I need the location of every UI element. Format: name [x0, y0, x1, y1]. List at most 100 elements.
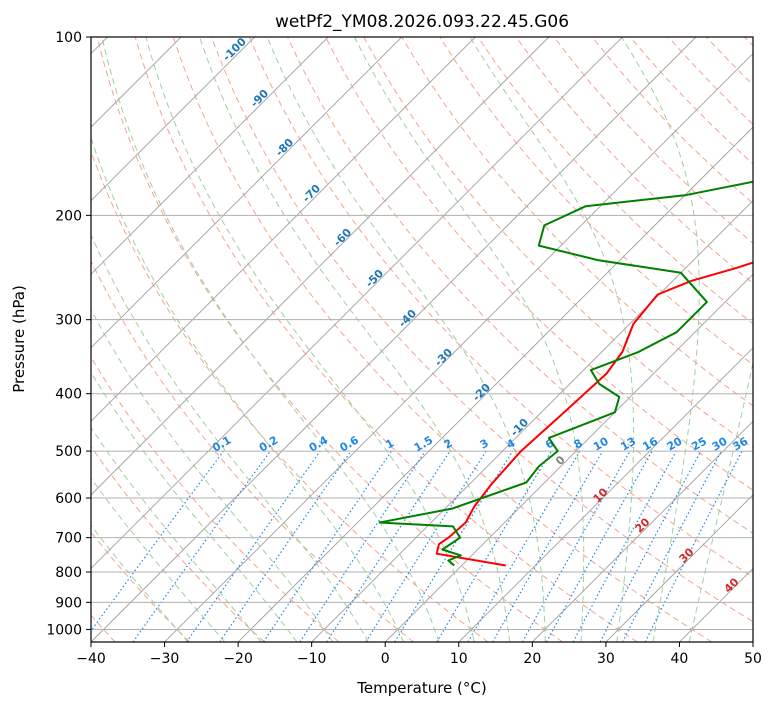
isotherm-label-cold: -70: [300, 182, 323, 205]
isotherm: [311, 199, 753, 642]
moist-adiabat: [91, 233, 369, 642]
moist-adiabat: [91, 524, 189, 642]
isotherm-label-cold: -60: [331, 226, 354, 249]
pressure-gridlines: [91, 37, 753, 630]
moist-adiabat: [91, 136, 405, 642]
moist-adiabat: [266, 37, 546, 642]
isotherm: [164, 52, 753, 642]
profile-series: [378, 180, 753, 567]
moist-adiabat: [199, 37, 511, 642]
dry-adiabat: [515, 37, 753, 284]
isopleth-labels: 0.1 0.2 0.4 0.6 1 1.5 2 3 4 6 8 10 13 16 20 25 30 36-100-…: [210, 37, 750, 596]
mixing-ratio-line: [91, 450, 224, 632]
x-tick-label: 20: [523, 651, 541, 667]
dry-adiabat: [744, 37, 753, 47]
x-tick-label: −20: [223, 651, 253, 667]
temperature-line: [435, 261, 753, 567]
moist-adiabat: [621, 37, 700, 642]
isotherm: [752, 641, 753, 642]
dry-adiabat: [705, 37, 753, 86]
dry-adiabat: [172, 37, 713, 642]
isotherm-label-warm: 40: [722, 575, 742, 595]
isotherm-label-cold: -50: [363, 267, 386, 290]
mixing-ratio-line: [394, 450, 514, 642]
isotherm-label-warm: 20: [633, 515, 653, 535]
mixing-ratio-line: [365, 450, 487, 642]
isotherm-label-cold: -40: [396, 307, 419, 330]
isotherm: [91, 37, 697, 642]
dry-adiabat: [91, 150, 489, 642]
x-axis-ticks: −40 −30 −20 −10 0 10 20 30 40 50: [76, 642, 762, 667]
isotherm: [91, 37, 550, 496]
y-tick-label: 400: [55, 387, 82, 403]
isotherm: [237, 126, 753, 642]
x-tick-label: −30: [150, 651, 180, 667]
isotherm: [91, 37, 623, 570]
isotherm-label-cold: -90: [248, 87, 271, 110]
dry-adiabat: [210, 37, 753, 623]
y-tick-label: 1000: [46, 622, 82, 638]
isotherm: [458, 347, 753, 642]
mixing-ratio-line: [132, 450, 271, 642]
mixing-ratio-line: [644, 450, 743, 642]
y-tick-label: 900: [55, 595, 82, 611]
background-lines: [91, 37, 753, 642]
mixing-ratio-line: [546, 450, 653, 642]
moist-adiabat: [91, 371, 298, 642]
dry-adiabat: [134, 37, 638, 642]
x-tick-label: −40: [76, 651, 106, 667]
y-tick-label: 800: [55, 565, 82, 581]
mixing-ratio-line: [326, 450, 451, 642]
y-tick-label: 300: [55, 313, 82, 329]
moist-adiabat: [469, 37, 635, 642]
dry-adiabat: [96, 37, 563, 642]
plot-frame: [90, 36, 754, 643]
dewpoint-line: [378, 180, 753, 567]
dry-adiabat: [91, 259, 414, 642]
isotherm: [91, 37, 476, 423]
moist-adiabat: [145, 37, 475, 642]
dry-adiabat: [325, 37, 753, 491]
isotherm-label-warm: 30: [677, 545, 697, 565]
isotherm: [531, 420, 753, 642]
isotherm-label-warm: 0: [553, 453, 568, 468]
dry-adiabat: [91, 531, 191, 642]
y-axis-label: Pressure (hPa): [10, 285, 28, 393]
mixing-ratio-line: [521, 450, 631, 642]
mixing-ratio-line: [262, 450, 392, 642]
x-tick-label: 50: [744, 651, 762, 667]
isotherm: [679, 567, 753, 642]
x-tick-label: 10: [450, 651, 468, 667]
isotherm-label-cold: -80: [273, 136, 296, 159]
y-axis-ticks: 100 200 300 400 500 600 700 800 900 1000: [46, 30, 91, 638]
chart-title: wetPf2_YM08.2026.093.22.45.G06: [275, 12, 569, 32]
y-tick-label: 200: [55, 208, 82, 224]
dry-adiabat: [91, 356, 340, 642]
x-tick-label: 40: [671, 651, 689, 667]
mixing-ratio-label: 2: [442, 437, 455, 452]
mixing-ratio-label: 3: [478, 437, 491, 452]
isotherm: [605, 494, 753, 642]
mixing-ratio-line: [186, 450, 321, 642]
x-tick-label: 30: [597, 651, 615, 667]
isotherm: [91, 37, 329, 275]
x-tick-label: −10: [297, 651, 327, 667]
isotherm-label-cold: -10: [508, 416, 531, 439]
isotherm-label-cold: -20: [470, 381, 493, 404]
moist-adiabat: [91, 426, 262, 642]
mixing-ratio-line: [219, 450, 352, 642]
isotherm-label-warm: 10: [591, 485, 611, 505]
dry-adiabat: [248, 37, 753, 578]
mixing-ratio-line: [572, 450, 677, 642]
mixing-ratio-line: [299, 450, 426, 642]
y-tick-label: 700: [55, 531, 82, 547]
y-tick-label: 500: [55, 444, 82, 460]
y-tick-label: 600: [55, 491, 82, 507]
isotherm-label-cold: -30: [432, 346, 455, 369]
moist-adiabat: [91, 308, 334, 642]
x-tick-label: 0: [381, 651, 390, 667]
isotherm: [384, 273, 753, 642]
moist-adiabat: [91, 477, 226, 642]
moist-adiabat: [353, 37, 585, 642]
